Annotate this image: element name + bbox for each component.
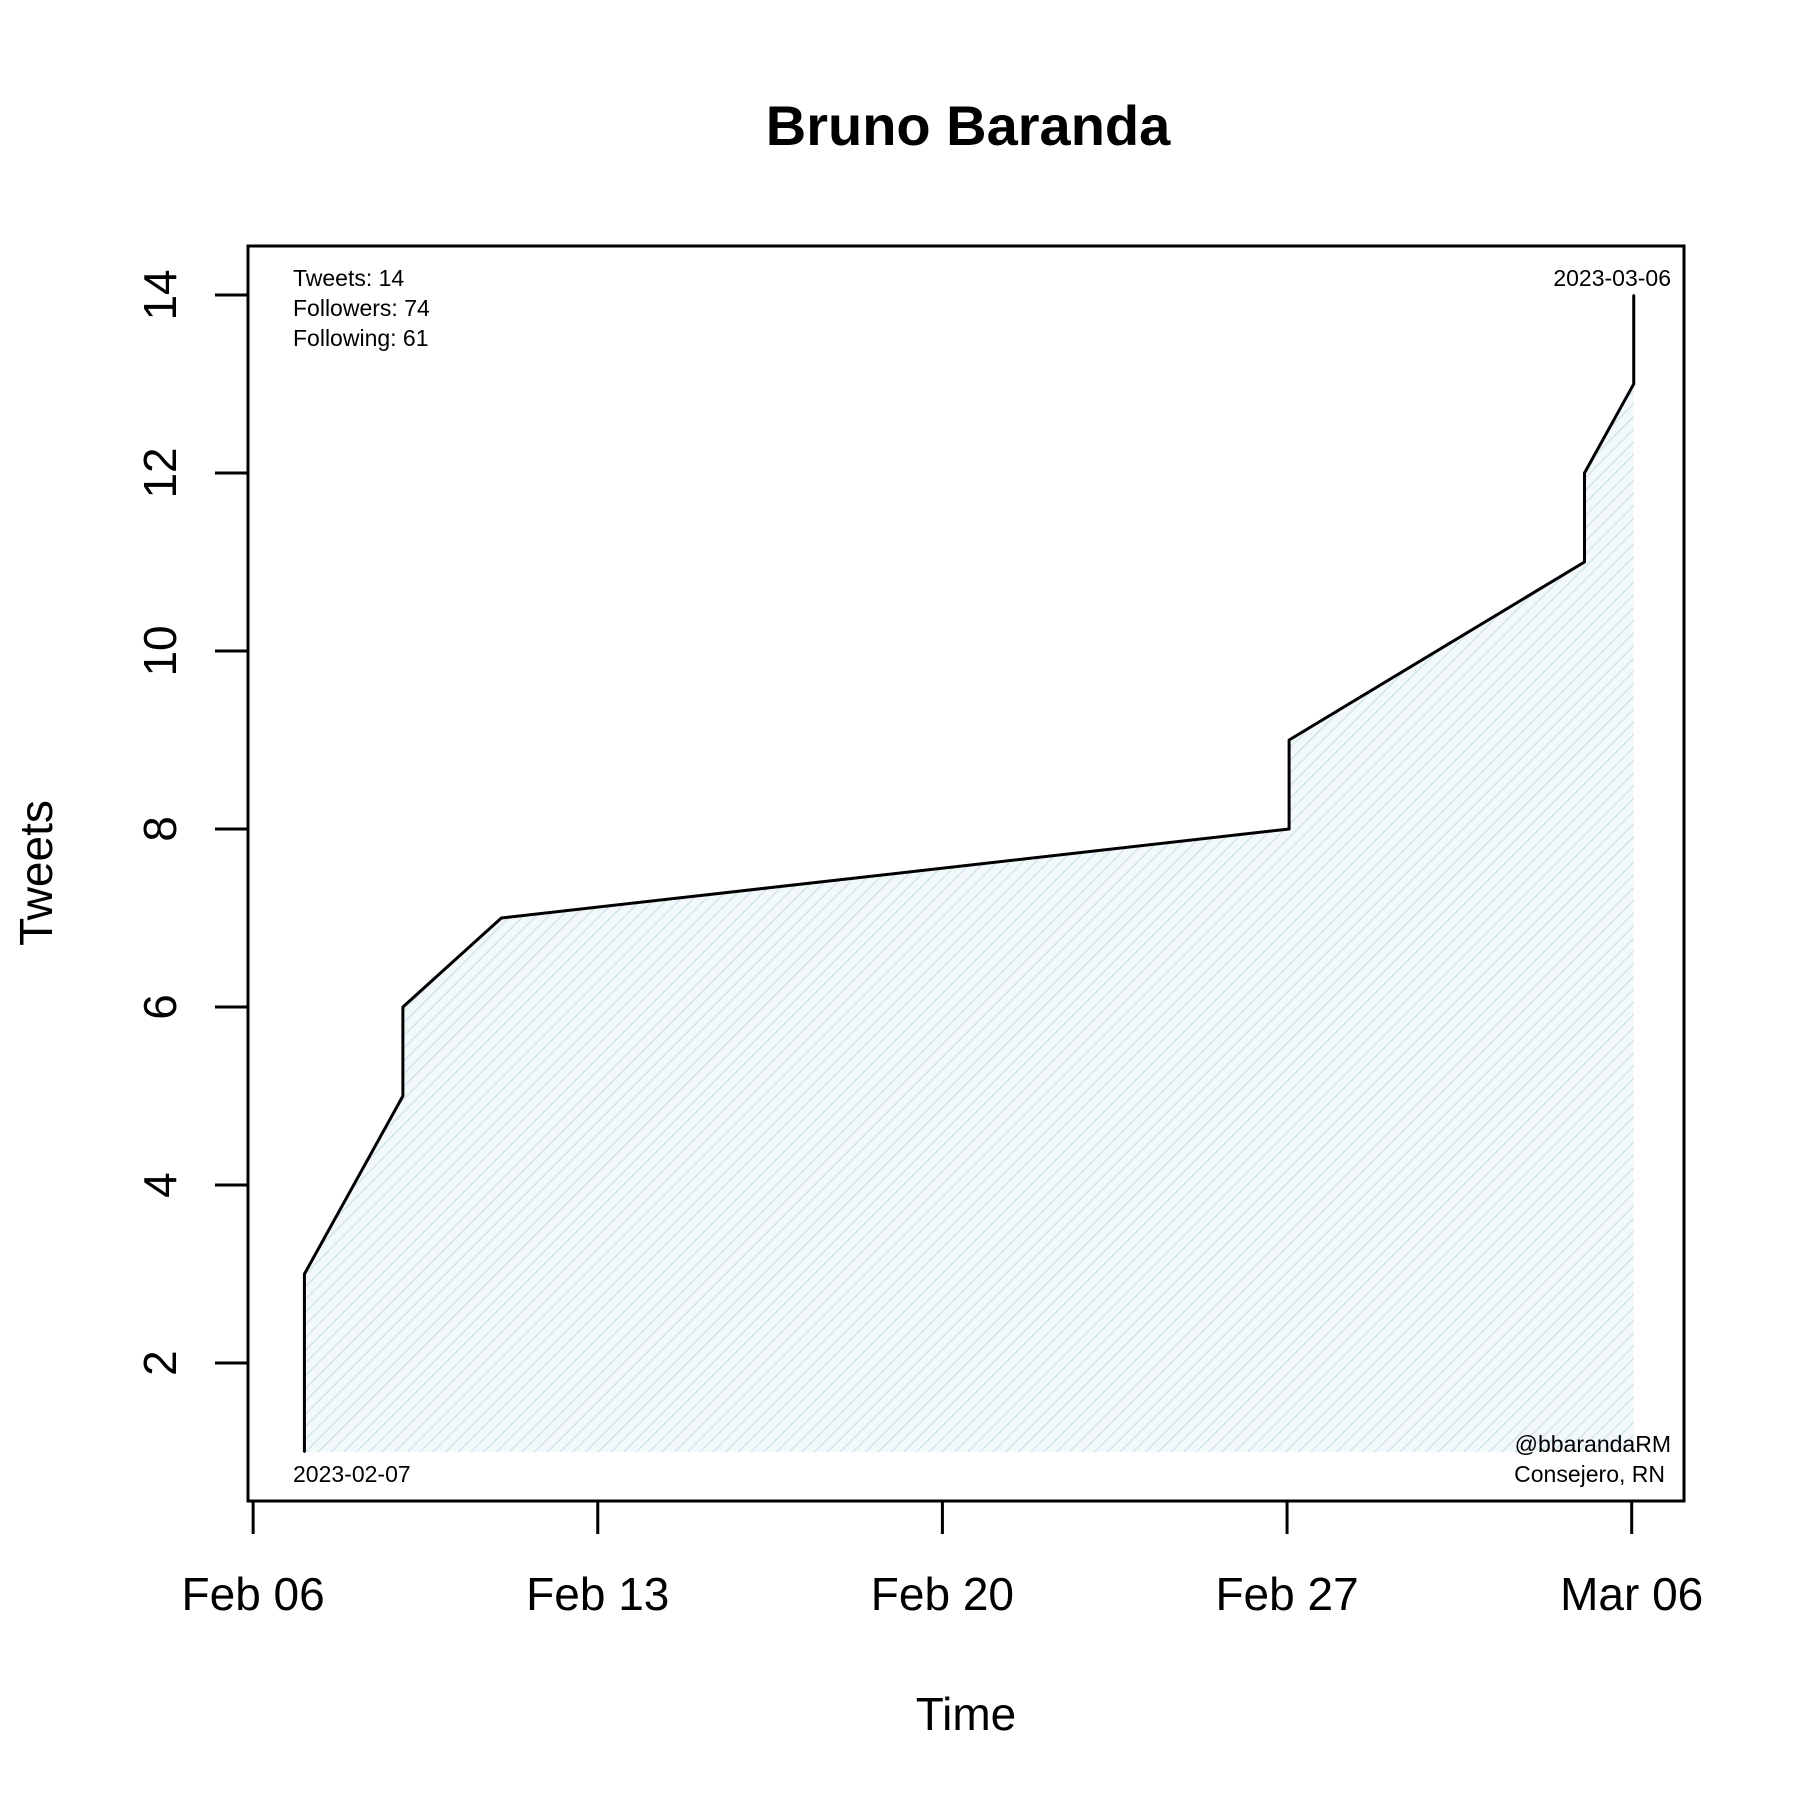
data-point — [401, 1095, 404, 1098]
data-point — [401, 1006, 404, 1009]
y-tick-label: 8 — [134, 816, 186, 842]
x-tick-label: Feb 27 — [1215, 1568, 1358, 1620]
area-hatch — [304, 294, 1634, 1453]
data-point — [303, 1273, 306, 1276]
y-axis-title: Tweets — [10, 800, 62, 946]
y-axis: 2 4 6 8 10 12 14 — [134, 269, 248, 1376]
data-point — [1583, 471, 1586, 474]
y-tick-label: 12 — [134, 447, 186, 498]
y-tick-label: 14 — [134, 269, 186, 320]
y-tick-label: 4 — [134, 1172, 186, 1198]
start-date-label: 2023-02-07 — [293, 1461, 411, 1487]
x-tick-label: Feb 06 — [182, 1568, 325, 1620]
stat-following: Following: 61 — [293, 325, 429, 351]
x-tick-label: Mar 06 — [1560, 1568, 1703, 1620]
stat-followers: Followers: 74 — [293, 295, 430, 321]
end-date-label: 2023-03-06 — [1553, 265, 1671, 291]
data-point — [500, 917, 503, 920]
y-tick-label: 2 — [134, 1350, 186, 1376]
x-tick-label: Feb 13 — [526, 1568, 669, 1620]
data-point — [1632, 382, 1635, 385]
stat-tweets: Tweets: 14 — [293, 265, 404, 291]
y-tick-label: 6 — [134, 994, 186, 1020]
plot-frame — [246, 244, 1686, 1503]
x-axis-title: Time — [916, 1688, 1017, 1740]
handle-label: @bbarandaRM — [1515, 1431, 1671, 1457]
data-point — [303, 1451, 306, 1454]
role-label: Consejero, RN — [1514, 1461, 1665, 1487]
y-tick-label: 10 — [134, 625, 186, 676]
data-point — [1288, 738, 1291, 741]
plot-layer — [302, 293, 1636, 1454]
data-point — [1583, 560, 1586, 563]
x-tick-label: Feb 20 — [871, 1568, 1014, 1620]
chart-title: Bruno Baranda — [766, 94, 1171, 157]
data-point — [1288, 827, 1291, 830]
x-axis: Feb 06 Feb 13 Feb 20 Feb 27 Mar 06 — [182, 1501, 1703, 1620]
data-point — [1632, 293, 1635, 296]
